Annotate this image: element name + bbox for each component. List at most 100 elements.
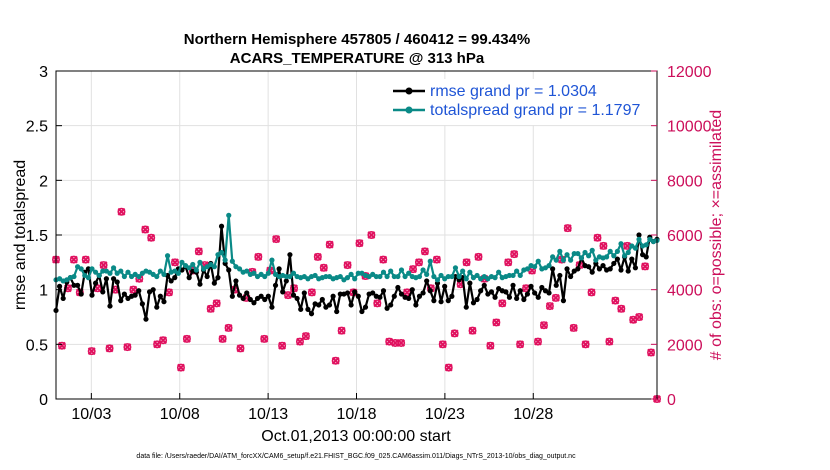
- rmse-point: [290, 292, 297, 298]
- obs-assimilated-marker: [307, 288, 316, 297]
- obs-possible-marker: [420, 247, 429, 256]
- totalspread-point: [312, 272, 318, 279]
- obs-assimilated-marker: [647, 348, 655, 357]
- y-tick-label: 0.5: [26, 337, 48, 354]
- obs-possible-marker: [486, 341, 495, 350]
- rmse-point: [265, 293, 271, 299]
- totalspread-point: [355, 270, 361, 276]
- totalspread-point: [416, 273, 423, 280]
- obs-possible-marker: [563, 224, 572, 233]
- obs-possible-marker: [117, 207, 126, 216]
- rmse-point: [74, 282, 81, 288]
- obs-assimilated-marker: [313, 252, 322, 261]
- rmse-point: [535, 294, 541, 300]
- obs-possible-marker: [176, 363, 185, 372]
- totalspread-point: [236, 266, 243, 272]
- obs-assimilated-marker: [545, 302, 554, 310]
- totalspread-point: [125, 269, 131, 275]
- obs-assimilated-marker: [218, 334, 227, 343]
- rmse-point: [632, 265, 639, 271]
- rmse-point: [506, 294, 513, 300]
- obs-possible-marker: [617, 304, 626, 313]
- totalspread-point: [532, 264, 538, 270]
- rmse-point: [240, 295, 246, 302]
- rmse-point: [611, 260, 617, 267]
- obs-possible-marker: [516, 340, 525, 349]
- totalspread-point: [604, 254, 610, 260]
- totalspread-point: [352, 276, 358, 282]
- rmse-point: [391, 293, 397, 299]
- obs-possible-marker: [319, 263, 328, 272]
- rmse-point: [532, 290, 538, 296]
- obs-possible-marker: [57, 341, 66, 350]
- obs-possible-marker: [159, 336, 168, 345]
- rmse-point: [60, 295, 66, 302]
- obs-assimilated-marker: [123, 343, 132, 351]
- obs-assimilated-marker: [69, 255, 78, 264]
- obs-possible-marker: [397, 338, 406, 347]
- obs-assimilated-marker: [206, 304, 215, 313]
- obs-assimilated-marker: [605, 337, 614, 346]
- obs-assimilated-marker: [516, 340, 525, 349]
- rmse-point: [121, 291, 127, 297]
- totalspread-point: [398, 267, 405, 273]
- rmse-point: [337, 291, 343, 297]
- rmse-point: [168, 278, 174, 284]
- totalspread-point: [391, 273, 397, 280]
- totalspread-point: [557, 248, 563, 254]
- totalspread-point: [614, 248, 621, 254]
- obs-assimilated-marker: [468, 326, 477, 335]
- totalspread-point: [524, 266, 531, 272]
- rmse-point: [420, 290, 426, 296]
- rmse-point: [445, 298, 451, 304]
- rmse-point: [330, 293, 336, 299]
- totalspread-point: [517, 272, 523, 279]
- totalspread-point: [452, 265, 459, 271]
- obs-assimilated-marker: [474, 252, 483, 261]
- legend-rmse-label: rmse grand pr = 1.0304: [430, 83, 597, 100]
- obs-assimilated-marker: [278, 341, 287, 350]
- obs-possible-marker: [474, 252, 483, 261]
- rmse-point: [244, 290, 250, 296]
- obs-assimilated-marker: [450, 329, 459, 338]
- rmse-point: [643, 254, 649, 260]
- obs-assimilated-marker: [498, 299, 507, 308]
- totalspread-point: [92, 269, 99, 275]
- obs-possible-marker: [141, 225, 150, 234]
- rmse-point: [625, 268, 631, 274]
- obs-assimilated-marker: [599, 242, 608, 250]
- totalspread-point: [190, 261, 196, 268]
- rmse-point: [388, 302, 394, 308]
- obs-assimilated-marker: [367, 231, 376, 239]
- rmse-point: [406, 295, 412, 302]
- rmse-point: [449, 293, 455, 299]
- totalspread-point: [535, 258, 541, 264]
- rmse-point: [132, 292, 138, 298]
- obs-possible-marker: [504, 258, 513, 267]
- rmse-point: [557, 272, 563, 279]
- rmse-point: [424, 278, 430, 284]
- obs-assimilated-marker: [105, 344, 114, 353]
- totalspread-point: [445, 273, 451, 280]
- obs-possible-marker: [533, 337, 542, 346]
- obs-possible-marker: [432, 255, 441, 264]
- obs-possible-marker: [510, 250, 519, 259]
- obs-assimilated-marker: [504, 258, 513, 267]
- rmse-point: [553, 282, 559, 288]
- obs-assimilated-marker: [379, 255, 388, 264]
- rmse-point: [362, 304, 369, 310]
- rmse-point: [215, 275, 221, 281]
- totalspread-point: [582, 249, 588, 256]
- rmse-point: [305, 306, 311, 312]
- rmse-point: [211, 280, 217, 286]
- rmse-point: [550, 266, 556, 272]
- totalspread-point: [262, 273, 268, 280]
- y-axis-label-right: # of obs: o=possible; ×=assimilated: [708, 110, 725, 360]
- obs-possible-marker: [367, 231, 376, 240]
- obs-assimilated-marker: [141, 225, 150, 234]
- rmse-point: [568, 273, 574, 280]
- obs-possible-marker: [438, 340, 447, 349]
- rmse-point: [218, 223, 225, 229]
- totalspread-point: [186, 265, 192, 271]
- obs-possible-marker: [611, 296, 620, 305]
